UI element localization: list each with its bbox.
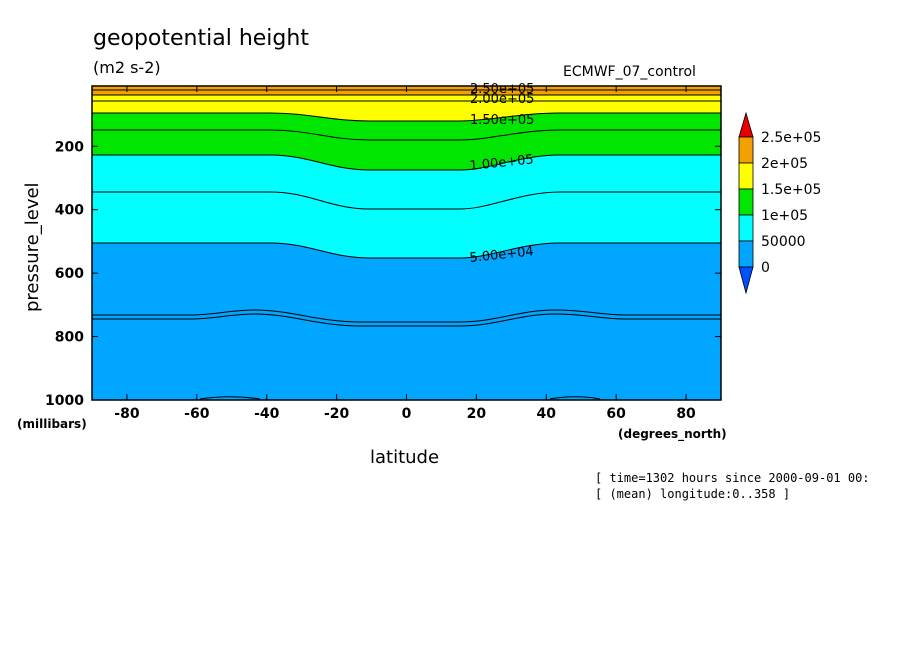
contour-line [92,313,721,327]
x-tick-label: -80 [114,406,140,422]
x-tick-label: -40 [254,406,280,422]
x-tick-label: 60 [606,406,626,422]
colorbar-swatch [738,162,754,190]
longitude-annotation: [ (mean) longitude:0..358 ] [595,487,790,501]
colorbar-label: 2e+05 [761,156,808,172]
colorbar-swatch [738,136,754,164]
contour-line [549,396,601,400]
x-tick-label: 80 [676,406,696,422]
y-tick-label: 800 [55,330,84,346]
contour-label: 1.50e+05 [470,113,534,128]
contour-label: 2.50e+05 [470,82,534,97]
dataset-label: ECMWF_07_control [563,64,696,80]
plot-area: 2.50e+052.00e+05 1.50e+05 1.00e+05 5.00e+04 [91,82,722,401]
contour-line [92,309,721,323]
contour-line [92,191,721,210]
y-tick-label: 1000 [45,393,84,409]
x-tick-label: 0 [402,406,412,422]
contour-line [199,396,261,400]
x-tick-label: 20 [467,406,487,422]
colorbar: 2.5e+05 2e+05 1.5e+05 1e+05 50000 0 [738,111,821,295]
time-annotation: [ time=1302 hours since 2000-09-01 00: [595,471,870,485]
colorbar-label: 50000 [761,234,806,250]
colorbar-swatch [738,240,754,268]
x-axis-label: latitude [370,447,439,468]
x-tick-label: -20 [324,406,350,422]
chart-title: geopotential height [93,26,309,51]
colorbar-under-triangle [738,266,754,295]
y-axis-label: pressure_level [22,182,43,312]
colorbar-swatch [738,214,754,242]
colorbar-label: 1.5e+05 [761,182,821,198]
contour-label: 2.00e+05 [470,92,534,107]
contour-label: 5.00e+04 [469,244,535,266]
chart-units: (m2 s-2) [93,58,161,77]
colorbar-label: 1e+05 [761,208,808,224]
colorbar-label: 0 [761,260,770,276]
colorbar-swatch [738,188,754,216]
y-tick-label: 200 [55,139,84,155]
x-tick-label: 40 [537,406,557,422]
colorbar-over-triangle [738,111,754,138]
y-axis-unit: (millibars) [17,417,87,431]
x-axis-unit: (degrees_north) [618,427,727,442]
contour-label: 1.00e+05 [469,152,535,174]
y-tick-label: 600 [55,266,84,282]
x-tick-label: -60 [184,406,210,422]
contour-line [92,154,721,171]
contour-line [92,129,721,141]
colorbar-label: 2.5e+05 [761,130,821,146]
y-tick-label: 400 [55,203,84,219]
contour-line [92,112,721,122]
contour-line [92,242,721,259]
